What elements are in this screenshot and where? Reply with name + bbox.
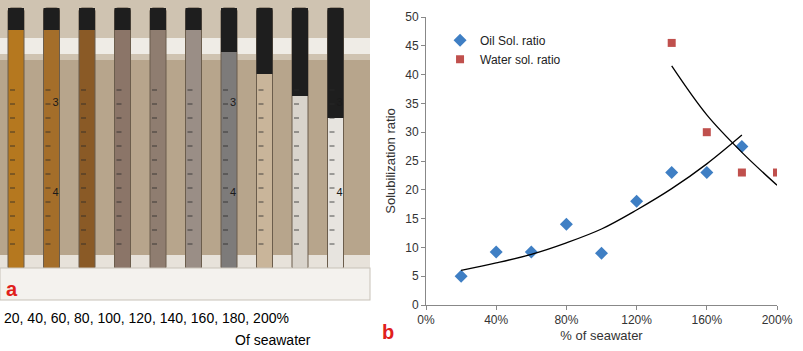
svg-text:3: 3 xyxy=(230,96,236,108)
svg-text:b: b xyxy=(382,321,394,343)
svg-text:50: 50 xyxy=(405,10,419,24)
svg-text:30: 30 xyxy=(405,125,419,139)
svg-text:Of seawater: Of seawater xyxy=(235,332,311,348)
svg-text:10: 10 xyxy=(405,241,419,255)
svg-text:40: 40 xyxy=(405,68,419,82)
svg-text:5: 5 xyxy=(412,269,419,283)
svg-text:0%: 0% xyxy=(417,313,435,327)
svg-text:20: 20 xyxy=(405,183,419,197)
svg-text:4: 4 xyxy=(230,186,236,198)
svg-text:160%: 160% xyxy=(691,313,722,327)
svg-text:Solubilization ratio: Solubilization ratio xyxy=(383,108,398,214)
svg-text:35: 35 xyxy=(405,97,419,111)
svg-text:40%: 40% xyxy=(484,313,508,327)
svg-text:20, 40, 60, 80, 100, 120, 140,: 20, 40, 60, 80, 100, 120, 140, 160, 180,… xyxy=(4,310,289,326)
svg-text:Water sol. ratio: Water sol. ratio xyxy=(480,53,561,67)
svg-text:0: 0 xyxy=(412,298,419,312)
svg-text:Oil Sol. ratio: Oil Sol. ratio xyxy=(480,34,546,48)
svg-text:3: 3 xyxy=(53,96,59,108)
svg-text:25: 25 xyxy=(405,154,419,168)
svg-text:4: 4 xyxy=(337,186,343,198)
svg-text:4: 4 xyxy=(53,186,59,198)
svg-text:200%: 200% xyxy=(762,313,793,327)
svg-text:3: 3 xyxy=(337,96,343,108)
svg-text:% of seawater: % of seawater xyxy=(560,328,643,343)
svg-text:a: a xyxy=(6,278,18,300)
svg-text:45: 45 xyxy=(405,39,419,53)
svg-text:120%: 120% xyxy=(621,313,652,327)
svg-text:15: 15 xyxy=(405,212,419,226)
svg-text:80%: 80% xyxy=(554,313,578,327)
